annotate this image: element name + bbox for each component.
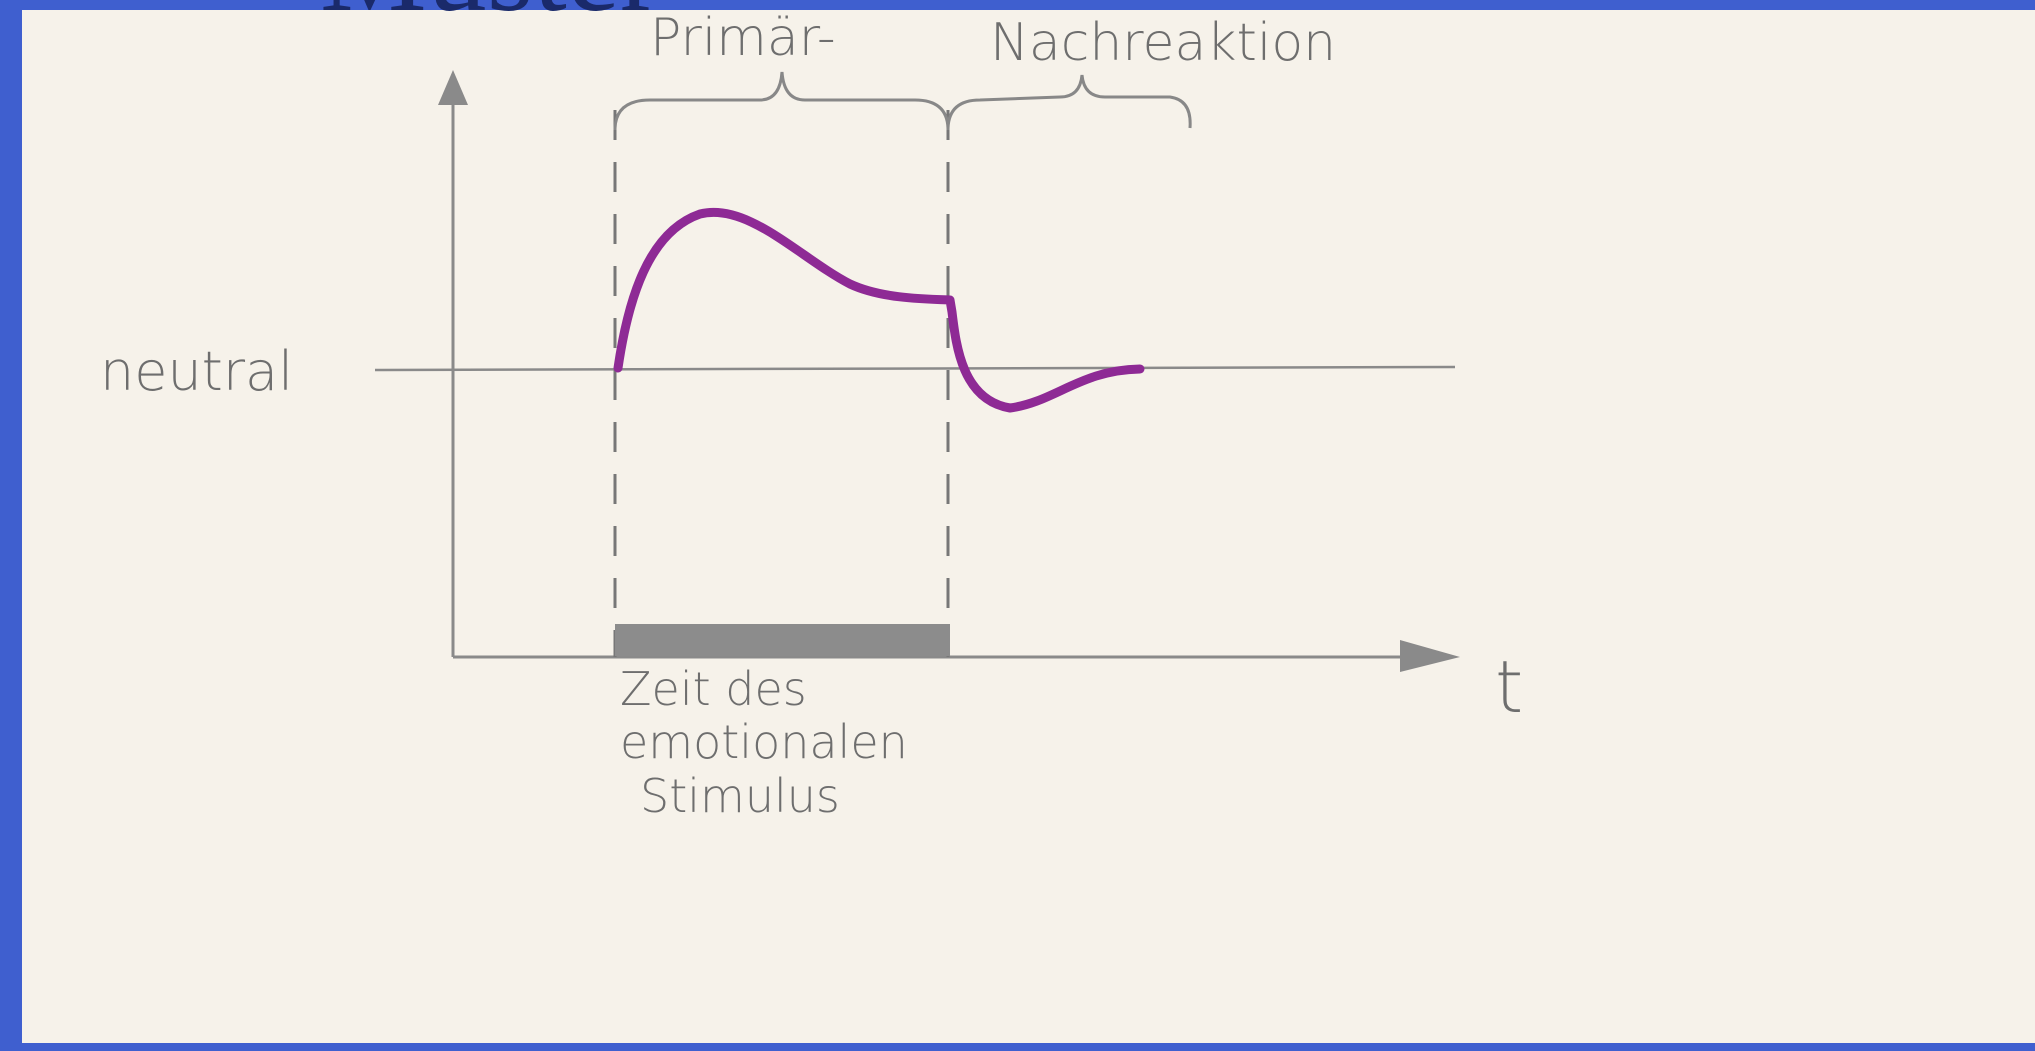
primary-label: Primär-: [650, 8, 836, 68]
stimulus-label-line: Stimulus: [640, 769, 840, 823]
top-band: [0, 0, 2035, 10]
slide-title: Muster: [320, 0, 660, 36]
slide: Muster Primär- Nachreaktion neutral t Ze…: [0, 0, 2035, 1051]
neutral-label: neutral: [100, 340, 293, 403]
stimulus-label-line: emotionalen: [620, 715, 908, 769]
stimulus-bar: [615, 624, 950, 656]
paper: [22, 10, 2035, 1043]
x-axis-label: t: [1495, 645, 1523, 729]
stimulus-label-line: Zeit des: [620, 662, 807, 716]
after-label: Nachreaktion: [990, 13, 1336, 73]
page: Muster Primär- Nachreaktion neutral t Ze…: [0, 0, 2035, 1051]
